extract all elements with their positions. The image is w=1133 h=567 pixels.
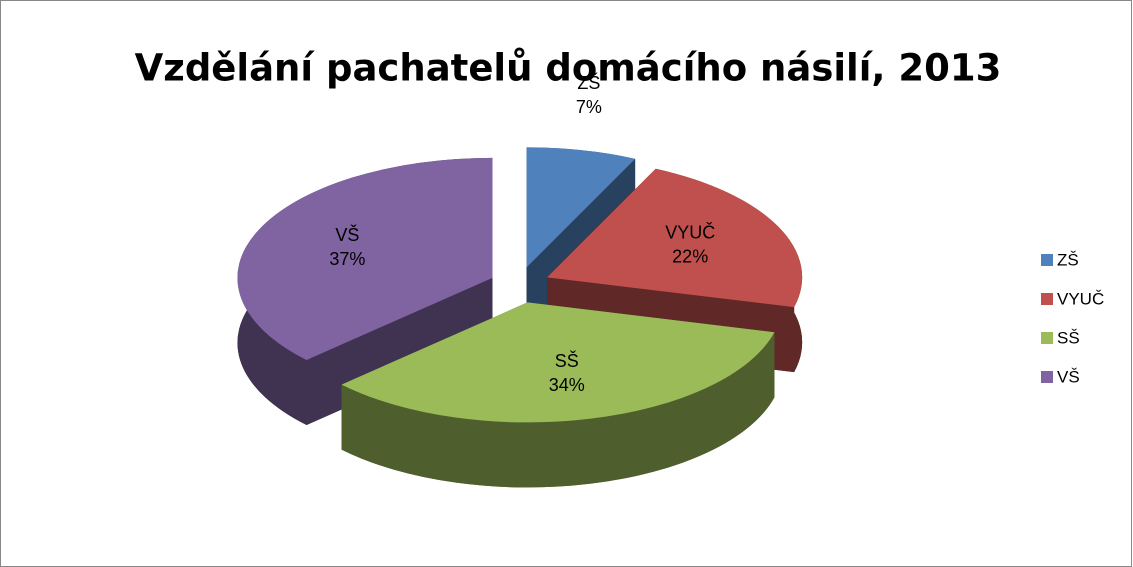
slice-top [547,168,803,308]
data-label-name: ZŠ [577,72,600,93]
chart-title: Vzdělání pachatelů domácího násilí, 2013 [135,47,1002,90]
slice-top [341,302,775,423]
data-label-name: SŠ [555,350,579,371]
data-label-value: 7% [576,97,602,117]
legend-swatch [1041,332,1053,344]
legend-label: ZŠ [1057,250,1079,269]
data-label-value: 22% [672,246,708,266]
legend-label: SŠ [1057,328,1080,347]
data-label-name: VŠ [335,224,359,245]
slice-top [526,147,636,268]
legend-swatch [1041,371,1053,383]
slice-top [237,157,493,360]
data-label-value: 37% [329,249,365,269]
slice-wall [341,332,775,488]
data-label-name: VYUČ [665,221,715,242]
legend-label: VYUČ [1057,289,1104,308]
legend-label: VŠ [1057,367,1080,386]
legend-swatch [1041,254,1053,266]
pie-slice [237,157,493,425]
legend-swatch [1041,293,1053,305]
data-label-value: 34% [549,375,585,395]
pie-slice [341,302,775,488]
